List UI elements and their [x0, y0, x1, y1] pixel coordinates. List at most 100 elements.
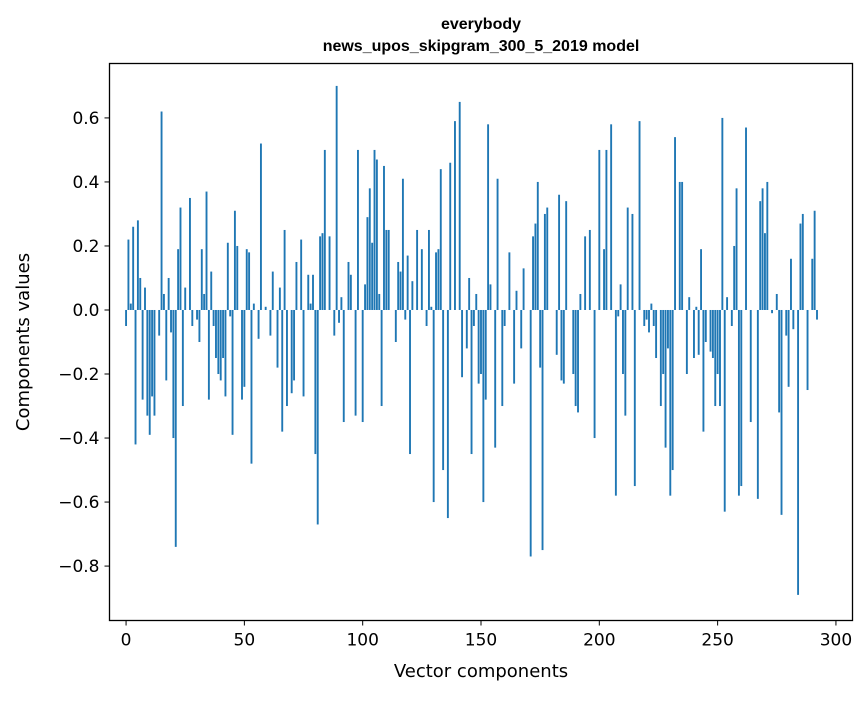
bar-133: [439, 169, 442, 310]
bar-59: [264, 306, 267, 310]
y-tick-label: 0.0: [72, 301, 99, 321]
bar-89: [335, 85, 338, 310]
x-axis-ticks: 0 50 100 150 200 250 300: [121, 620, 852, 651]
bar-157: [496, 178, 499, 310]
y-tick-label: −0.4: [58, 429, 99, 449]
bar-24: [181, 309, 184, 407]
bar-136: [446, 309, 449, 519]
bar-142: [461, 309, 464, 378]
bar-192: [579, 293, 582, 310]
x-tick-label: 150: [465, 631, 497, 651]
bar-28: [191, 309, 194, 326]
bar-237: [685, 309, 688, 375]
bar-150: [480, 309, 482, 375]
x-tick-label: 250: [701, 631, 733, 651]
bar-149: [477, 309, 480, 384]
bar-191: [577, 309, 579, 413]
bar-19: [170, 309, 172, 333]
bar-292: [816, 309, 818, 320]
bar-100: [361, 309, 364, 423]
y-tick-label: −0.2: [58, 365, 99, 385]
x-tick-label: 0: [121, 631, 132, 651]
bar-53: [250, 309, 253, 464]
bar-22: [177, 249, 180, 310]
bar-107: [378, 293, 381, 310]
bar-21: [174, 309, 177, 547]
bar-215: [633, 309, 636, 487]
bar-173: [534, 223, 537, 310]
bar-171: [529, 309, 532, 557]
x-tick-label: 300: [820, 631, 852, 651]
y-tick-label: 0.2: [72, 237, 99, 257]
bar-196: [588, 229, 591, 310]
bar-5: [136, 220, 139, 310]
bar-125: [420, 249, 423, 310]
bar-7: [141, 309, 144, 400]
bar-200: [598, 149, 601, 310]
bar-145: [468, 277, 471, 310]
bar-10: [148, 309, 151, 435]
bar-275: [775, 293, 778, 310]
bar-78: [309, 303, 312, 310]
bar-282: [792, 309, 795, 330]
bar-32: [200, 249, 203, 310]
y-axis-ticks: −0.8 −0.6 −0.4 −0.2 0.0 0.2 0.4 0.6: [58, 109, 110, 577]
bar-95: [349, 274, 352, 310]
bar-83: [321, 233, 324, 310]
bar-67: [283, 229, 286, 310]
bar-118: [404, 309, 407, 320]
bars-group: [125, 85, 818, 595]
bar-230: [669, 309, 672, 496]
bar-139: [454, 121, 456, 310]
bar-3: [132, 226, 135, 310]
bar-123: [416, 229, 419, 310]
bar-290: [811, 258, 814, 310]
bar-106: [375, 159, 378, 310]
bar-184: [560, 309, 563, 381]
bar-203: [605, 149, 608, 310]
bar-91: [340, 297, 343, 310]
bar-214: [631, 213, 634, 310]
bar-208: [617, 309, 620, 317]
chart-title-line-1: everybody: [441, 16, 521, 33]
bar-30: [196, 309, 198, 320]
bar-284: [797, 309, 800, 595]
bar-205: [610, 124, 613, 310]
bar-70: [290, 309, 293, 394]
bar-172: [532, 236, 534, 310]
bar-242: [697, 309, 700, 355]
bar-291: [813, 210, 816, 310]
bar-62: [271, 271, 274, 310]
bar-50: [243, 309, 246, 387]
bar-146: [470, 309, 473, 455]
bar-121: [411, 281, 414, 310]
bar-94: [347, 261, 350, 310]
bar-152: [484, 309, 487, 400]
bar-273: [771, 309, 773, 314]
bar-247: [709, 309, 712, 352]
bar-245: [704, 309, 707, 342]
bar-256: [730, 309, 733, 326]
bar-175: [539, 309, 542, 368]
bar-186: [565, 201, 568, 310]
bar-25: [184, 287, 187, 310]
bar-114: [394, 309, 397, 342]
bar-271: [766, 181, 769, 310]
bar-276: [778, 309, 781, 413]
bar-17: [165, 309, 168, 381]
bar-51: [245, 249, 248, 310]
chart-title-line-2: news_upos_skipgram_300_5_2019 model: [323, 38, 640, 55]
bar-12: [153, 309, 156, 416]
bar-183: [558, 194, 561, 310]
bar-111: [387, 229, 390, 310]
bar-43: [226, 242, 229, 310]
bar-241: [695, 306, 698, 310]
bar-117: [401, 178, 404, 310]
bar-18: [167, 277, 170, 310]
bar-127: [425, 309, 428, 326]
bar-156: [494, 309, 497, 448]
bar-101: [364, 284, 366, 310]
bar-207: [614, 309, 617, 496]
bar-240: [693, 309, 695, 359]
bar-209: [619, 284, 622, 310]
